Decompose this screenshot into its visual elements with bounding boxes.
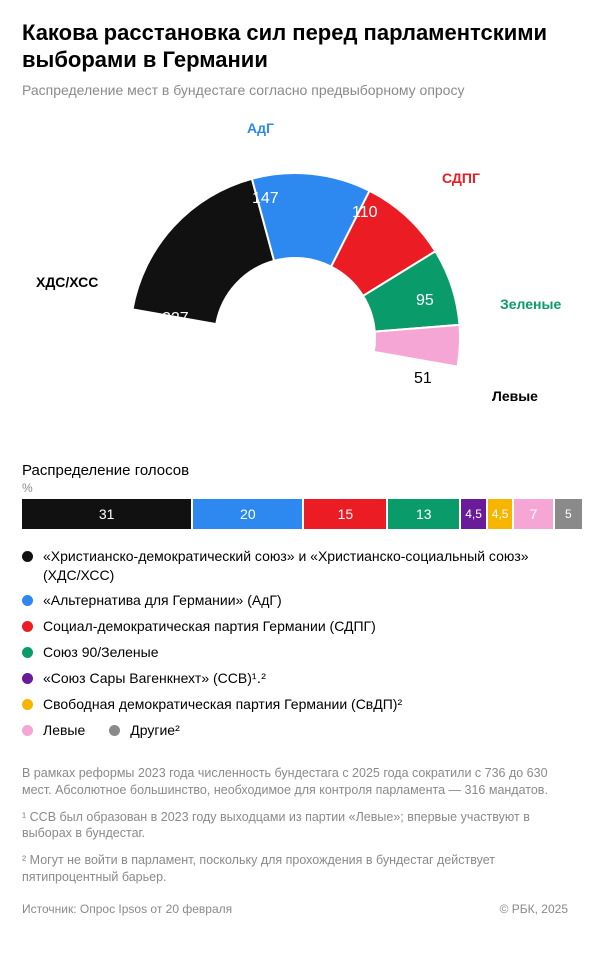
legend-item-1: «Альтернатива для Германии» (АдГ): [22, 591, 568, 610]
note-fn2: ² Могут не войти в парламент, поскольку …: [22, 852, 568, 886]
votes-seg-cdu: 31: [22, 499, 191, 529]
slice-label-spd: СДПГ: [442, 170, 480, 186]
legend-dot-icon: [22, 725, 33, 736]
legend-item-3: Союз 90/Зеленые: [22, 643, 568, 662]
notes: В рамках реформы 2023 года численность б…: [22, 765, 568, 886]
votes-bar: 312015134,54,575: [22, 499, 568, 529]
votes-title: Распределение голосов: [22, 462, 568, 479]
slice-value-cdu: 227: [162, 310, 189, 328]
votes-seg-other: 5: [555, 499, 582, 529]
legend-text: Социал-демократическая партия Германии (…: [43, 617, 376, 636]
votes-seg-green: 13: [388, 499, 459, 529]
page-title: Какова расстановка сил перед парламентск…: [22, 20, 568, 74]
legend-text: Союз 90/Зеленые: [43, 643, 158, 662]
page-subtitle: Распределение мест в бундестаге согласно…: [22, 82, 568, 98]
legend-dot-icon: [22, 595, 33, 606]
legend-dot-icon: [22, 647, 33, 658]
slice-label-cdu: ХДС/ХСС: [36, 274, 98, 290]
slice-label-left: Левые: [492, 388, 538, 404]
legend-inline-item-0: Левые: [22, 721, 85, 740]
footer-source: Источник: Опрос Ipsos от 20 февраля: [22, 902, 232, 916]
legend-text: «Союз Сары Вагенкнехт» (ССВ)¹․²: [43, 669, 266, 688]
slice-value-spd: 110: [352, 204, 378, 222]
legend-dot-icon: [22, 551, 33, 562]
votes-unit: %: [22, 481, 568, 495]
legend-dot-icon: [22, 673, 33, 684]
votes-seg-spd: 15: [304, 499, 386, 529]
legend-text: Другие²: [130, 721, 180, 740]
legend-text: «Альтернатива для Германии» (АдГ): [43, 591, 282, 610]
legend-dot-icon: [22, 621, 33, 632]
legend-item-2: Социал-демократическая партия Германии (…: [22, 617, 568, 636]
legend-text: «Христианско-демократический союз» и «Хр…: [43, 547, 568, 585]
legend-item-0: «Христианско-демократический союз» и «Хр…: [22, 547, 568, 585]
slice-label-afd: АдГ: [247, 120, 274, 136]
footer: Источник: Опрос Ipsos от 20 февраля © РБ…: [22, 902, 568, 916]
note-fn1: ¹ ССВ был образован в 2023 году выходцам…: [22, 809, 568, 843]
legend-text: Левые: [43, 721, 85, 740]
slice-value-afd: 147: [252, 190, 279, 208]
seats-chart: ХДС/ХСС АдГ СДПГ Зеленые Левые 227 147 1…: [22, 108, 568, 448]
legend-item-4: «Союз Сары Вагенкнехт» (ССВ)¹․²: [22, 669, 568, 688]
votes-seg-left: 7: [514, 499, 552, 529]
votes-seg-afd: 20: [193, 499, 302, 529]
legend-text: Свободная демократическая партия Германи…: [43, 695, 402, 714]
legend-item-5: Свободная демократическая партия Германи…: [22, 695, 568, 714]
legend-dot-icon: [22, 699, 33, 710]
footer-copyright: © РБК, 2025: [500, 902, 568, 916]
slice-label-green: Зеленые: [500, 296, 561, 312]
note-main: В рамках реформы 2023 года численность б…: [22, 765, 568, 799]
legend: «Христианско-демократический союз» и «Хр…: [22, 547, 568, 747]
votes-seg-fdp: 4,5: [488, 499, 513, 529]
votes-seg-ssv: 4,5: [461, 499, 486, 529]
slice-value-green: 95: [416, 292, 434, 310]
legend-dot-icon: [109, 725, 120, 736]
slice-value-left: 51: [414, 370, 432, 388]
legend-inline-item-1: Другие²: [109, 721, 180, 740]
slice-left: [374, 325, 460, 367]
